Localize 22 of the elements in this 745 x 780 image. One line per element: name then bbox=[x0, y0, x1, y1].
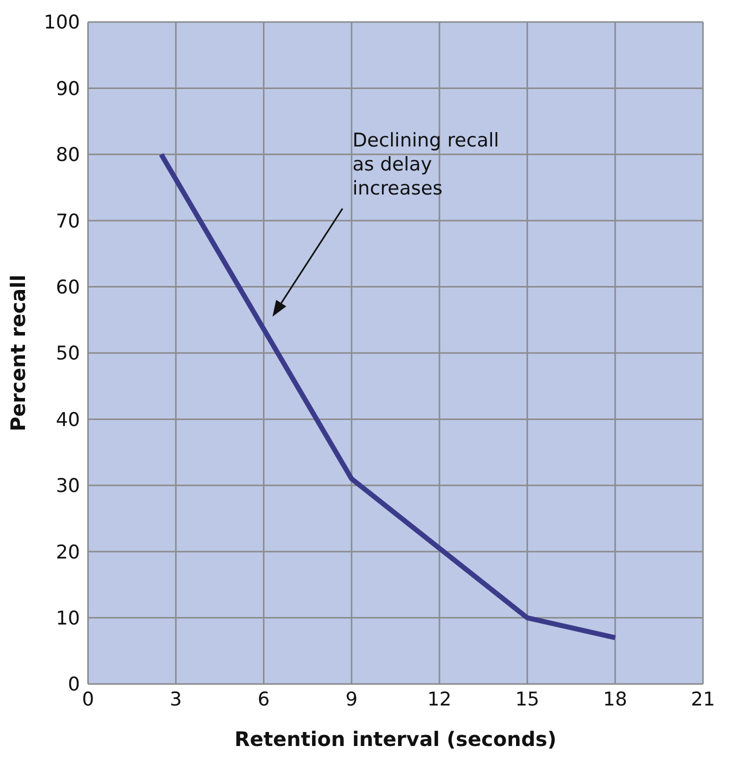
x-tick-label: 0 bbox=[82, 688, 94, 710]
x-tick-label: 21 bbox=[690, 688, 716, 710]
y-tick-label: 90 bbox=[56, 78, 80, 100]
y-tick-label: 50 bbox=[56, 342, 80, 365]
x-tick-label: 18 bbox=[603, 688, 628, 710]
x-tick-label: 6 bbox=[258, 688, 270, 710]
y-tick-label: 30 bbox=[56, 475, 80, 498]
x-tick-label: 3 bbox=[170, 688, 182, 710]
y-tick-label: 100 bbox=[44, 12, 80, 34]
y-axis-title: Percent recall bbox=[6, 274, 30, 432]
y-tick-label: 70 bbox=[56, 210, 80, 232]
x-tick-label: 9 bbox=[346, 688, 358, 710]
x-axis-title: Retention interval (seconds) bbox=[234, 727, 556, 751]
y-tick-label: 10 bbox=[56, 608, 80, 630]
x-tick-label: 15 bbox=[515, 688, 540, 710]
y-tick-label: 20 bbox=[56, 541, 80, 564]
y-tick-label: 60 bbox=[56, 276, 80, 299]
y-tick-label: 80 bbox=[56, 144, 80, 166]
y-tick-label: 0 bbox=[68, 674, 80, 696]
annotation: Declining recall as delay increases bbox=[352, 130, 500, 200]
y-tick-label: 40 bbox=[56, 408, 80, 431]
x-tick-label: 12 bbox=[427, 688, 452, 710]
